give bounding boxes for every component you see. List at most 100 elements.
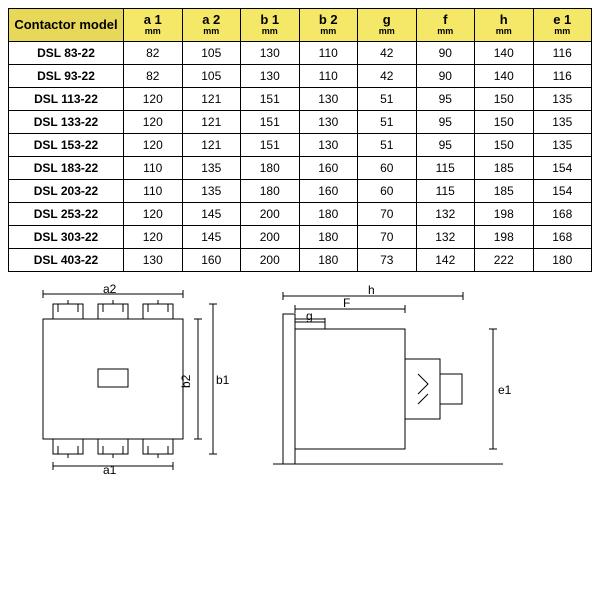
value-cell: 151 xyxy=(241,111,300,134)
value-cell: 51 xyxy=(358,134,417,157)
value-cell: 135 xyxy=(533,88,592,111)
value-cell: 145 xyxy=(182,203,241,226)
col-h: h mm xyxy=(475,9,534,42)
model-cell: DSL 83-22 xyxy=(9,42,124,65)
value-cell: 70 xyxy=(358,203,417,226)
value-cell: 198 xyxy=(475,203,534,226)
value-cell: 116 xyxy=(533,42,592,65)
value-cell: 95 xyxy=(416,88,475,111)
value-cell: 51 xyxy=(358,88,417,111)
col-b1: b 1 mm xyxy=(241,9,300,42)
value-cell: 151 xyxy=(241,134,300,157)
side-view-diagram: h F g e1 xyxy=(268,284,528,474)
value-cell: 200 xyxy=(241,203,300,226)
value-cell: 160 xyxy=(182,249,241,272)
value-cell: 135 xyxy=(182,157,241,180)
value-cell: 51 xyxy=(358,111,417,134)
model-cell: DSL 303-22 xyxy=(9,226,124,249)
value-cell: 110 xyxy=(124,180,183,203)
value-cell: 168 xyxy=(533,226,592,249)
col-model: Contactor model xyxy=(9,9,124,42)
value-cell: 120 xyxy=(124,203,183,226)
value-cell: 151 xyxy=(241,88,300,111)
value-cell: 222 xyxy=(475,249,534,272)
value-cell: 160 xyxy=(299,157,358,180)
value-cell: 154 xyxy=(533,180,592,203)
value-cell: 140 xyxy=(475,42,534,65)
table-row: DSL 183-2211013518016060115185154 xyxy=(9,157,592,180)
model-cell: DSL 93-22 xyxy=(9,65,124,88)
value-cell: 150 xyxy=(475,134,534,157)
front-view-diagram: a2 a1 b1 b2 xyxy=(18,284,228,474)
value-cell: 180 xyxy=(241,180,300,203)
value-cell: 130 xyxy=(299,88,358,111)
model-cell: DSL 183-22 xyxy=(9,157,124,180)
table-row: DSL 153-221201211511305195150135 xyxy=(9,134,592,157)
value-cell: 121 xyxy=(182,134,241,157)
value-cell: 60 xyxy=(358,180,417,203)
value-cell: 120 xyxy=(124,134,183,157)
value-cell: 115 xyxy=(416,180,475,203)
col-g: g mm xyxy=(358,9,417,42)
value-cell: 110 xyxy=(299,65,358,88)
col-a1: a 1 mm xyxy=(124,9,183,42)
col-model-label: Contactor model xyxy=(11,18,121,32)
label-h: h xyxy=(368,283,375,297)
value-cell: 115 xyxy=(416,157,475,180)
value-cell: 105 xyxy=(182,65,241,88)
value-cell: 132 xyxy=(416,203,475,226)
table-row: DSL 403-2213016020018073142222180 xyxy=(9,249,592,272)
table-row: DSL 93-22821051301104290140116 xyxy=(9,65,592,88)
label-b1: b1 xyxy=(216,373,230,387)
value-cell: 135 xyxy=(533,111,592,134)
table-row: DSL 303-2212014520018070132198168 xyxy=(9,226,592,249)
value-cell: 90 xyxy=(416,65,475,88)
value-cell: 95 xyxy=(416,134,475,157)
table-row: DSL 203-2211013518016060115185154 xyxy=(9,180,592,203)
value-cell: 130 xyxy=(299,111,358,134)
label-a2: a2 xyxy=(103,282,117,296)
value-cell: 95 xyxy=(416,111,475,134)
model-cell: DSL 133-22 xyxy=(9,111,124,134)
value-cell: 121 xyxy=(182,88,241,111)
value-cell: 198 xyxy=(475,226,534,249)
value-cell: 150 xyxy=(475,88,534,111)
label-F: F xyxy=(343,296,350,310)
value-cell: 142 xyxy=(416,249,475,272)
table-row: DSL 133-221201211511305195150135 xyxy=(9,111,592,134)
value-cell: 168 xyxy=(533,203,592,226)
value-cell: 180 xyxy=(299,249,358,272)
value-cell: 82 xyxy=(124,65,183,88)
value-cell: 145 xyxy=(182,226,241,249)
value-cell: 150 xyxy=(475,111,534,134)
table-row: DSL 113-221201211511305195150135 xyxy=(9,88,592,111)
value-cell: 116 xyxy=(533,65,592,88)
value-cell: 135 xyxy=(533,134,592,157)
value-cell: 120 xyxy=(124,111,183,134)
value-cell: 180 xyxy=(299,226,358,249)
value-cell: 180 xyxy=(299,203,358,226)
value-cell: 90 xyxy=(416,42,475,65)
table-header-row: Contactor model a 1 mm a 2 mm b 1 mm b 2… xyxy=(9,9,592,42)
value-cell: 110 xyxy=(124,157,183,180)
model-cell: DSL 153-22 xyxy=(9,134,124,157)
dimension-diagrams: a2 a1 b1 b2 h xyxy=(8,284,592,474)
value-cell: 130 xyxy=(241,42,300,65)
value-cell: 42 xyxy=(358,65,417,88)
value-cell: 130 xyxy=(299,134,358,157)
value-cell: 120 xyxy=(124,226,183,249)
value-cell: 121 xyxy=(182,111,241,134)
col-a2: a 2 mm xyxy=(182,9,241,42)
col-b2: b 2 mm xyxy=(299,9,358,42)
value-cell: 130 xyxy=(124,249,183,272)
label-g: g xyxy=(306,309,313,323)
value-cell: 160 xyxy=(299,180,358,203)
value-cell: 200 xyxy=(241,249,300,272)
label-b2: b2 xyxy=(179,375,193,389)
value-cell: 132 xyxy=(416,226,475,249)
value-cell: 154 xyxy=(533,157,592,180)
table-row: DSL 83-22821051301104290140116 xyxy=(9,42,592,65)
col-f: f mm xyxy=(416,9,475,42)
label-e1: e1 xyxy=(498,383,512,397)
value-cell: 185 xyxy=(475,180,534,203)
